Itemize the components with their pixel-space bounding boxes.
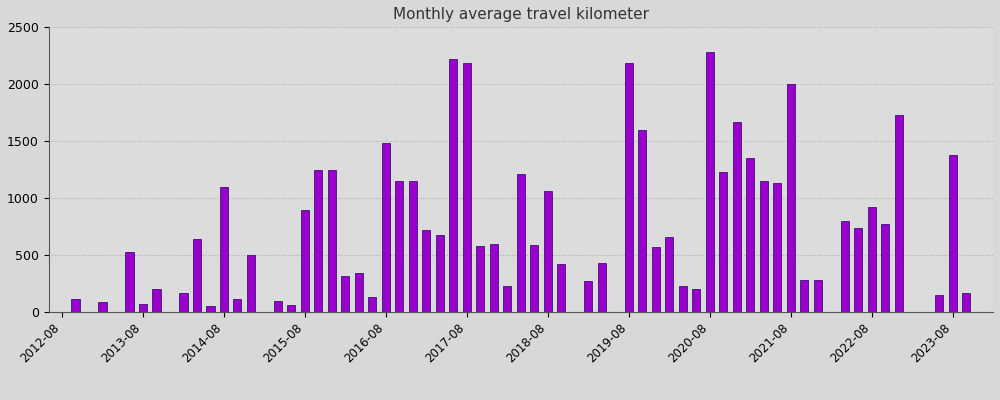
Bar xyxy=(544,191,552,312)
Bar xyxy=(233,300,241,312)
Bar xyxy=(517,174,525,312)
Bar xyxy=(652,247,660,312)
Bar xyxy=(463,62,471,312)
Bar xyxy=(787,84,795,312)
Bar xyxy=(625,62,633,312)
Bar xyxy=(422,230,430,312)
Bar xyxy=(733,122,741,312)
Bar xyxy=(935,296,943,312)
Bar xyxy=(476,246,484,312)
Bar xyxy=(841,221,849,312)
Bar xyxy=(193,239,201,312)
Bar xyxy=(382,144,390,312)
Bar xyxy=(490,244,498,312)
Bar xyxy=(71,300,80,312)
Bar xyxy=(247,255,255,312)
Bar xyxy=(598,263,606,312)
Bar xyxy=(881,224,889,312)
Bar xyxy=(773,183,781,312)
Bar xyxy=(274,301,282,312)
Bar xyxy=(355,273,363,312)
Bar xyxy=(719,172,727,312)
Bar xyxy=(638,130,646,312)
Bar xyxy=(665,237,673,312)
Bar xyxy=(368,297,376,312)
Bar xyxy=(530,245,538,312)
Bar xyxy=(301,210,309,312)
Bar xyxy=(341,276,349,312)
Bar xyxy=(962,293,970,312)
Bar xyxy=(949,155,957,312)
Bar xyxy=(328,170,336,312)
Bar xyxy=(557,264,565,312)
Bar xyxy=(152,289,161,312)
Bar xyxy=(868,207,876,312)
Bar xyxy=(179,293,188,312)
Bar xyxy=(503,286,511,312)
Bar xyxy=(895,115,903,312)
Bar xyxy=(409,181,417,312)
Bar xyxy=(436,234,444,312)
Title: Monthly average travel kilometer: Monthly average travel kilometer xyxy=(393,7,649,22)
Bar xyxy=(746,158,754,312)
Bar xyxy=(220,187,228,312)
Bar xyxy=(206,306,215,312)
Bar xyxy=(692,289,700,312)
Bar xyxy=(125,252,134,312)
Bar xyxy=(854,228,862,312)
Bar xyxy=(139,304,147,312)
Bar xyxy=(98,302,107,312)
Bar xyxy=(314,170,322,312)
Bar xyxy=(760,181,768,312)
Bar xyxy=(395,181,403,312)
Bar xyxy=(449,59,457,312)
Bar xyxy=(706,52,714,312)
Bar xyxy=(814,280,822,312)
Bar xyxy=(287,305,295,312)
Bar xyxy=(800,280,808,312)
Bar xyxy=(679,286,687,312)
Bar xyxy=(584,281,592,312)
